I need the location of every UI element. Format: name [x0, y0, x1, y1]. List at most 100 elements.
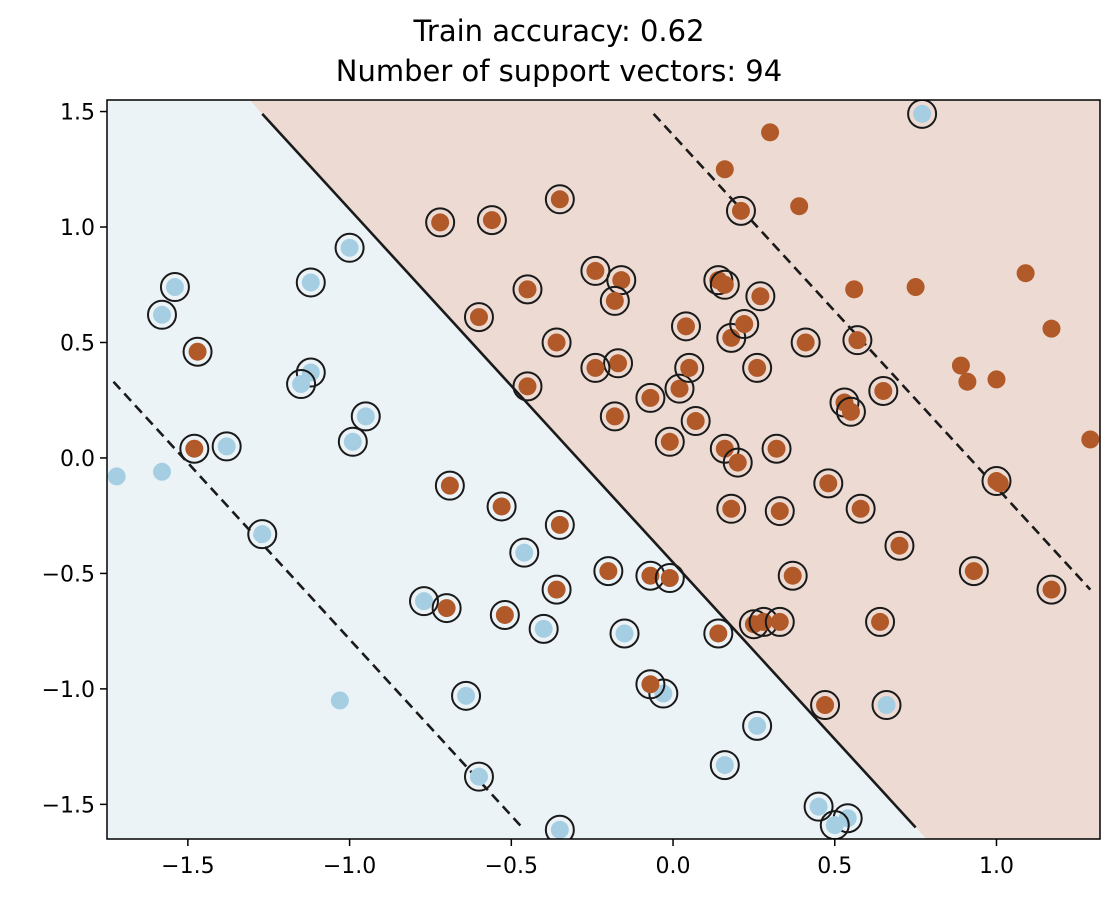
class-1-point [550, 515, 569, 534]
class-1-point [951, 356, 970, 375]
y-tick-label: −1.5 [42, 793, 95, 818]
class-1-point [770, 502, 789, 521]
x-tick-label: 0.5 [817, 854, 852, 879]
class-1-region [249, 100, 1100, 839]
x-tick-label: −0.5 [485, 854, 538, 879]
support-vector-ring [884, 530, 915, 561]
support-vector-ring [729, 309, 760, 340]
class-1-point [482, 211, 501, 230]
class-1-point [440, 476, 459, 495]
support-vector-ring [761, 433, 792, 464]
support-vector-ring [654, 563, 685, 594]
class-1-point [751, 287, 770, 306]
support-vector-ring [716, 493, 747, 524]
class-1-point [495, 605, 514, 624]
class-1-point [641, 675, 660, 694]
class-0-point [292, 375, 311, 394]
support-vector-ring [528, 613, 559, 644]
class-1-point [790, 197, 809, 216]
class-1-point [185, 439, 204, 458]
class-0-point [748, 716, 767, 735]
class-1-point [586, 358, 605, 377]
class-0-point [825, 816, 844, 835]
support-vector-ring [813, 468, 844, 499]
x-axis-ticks: −1.5 −1.0 −0.5 0.0 0.5 1.0 [161, 839, 1014, 879]
class-0-point [253, 525, 272, 544]
support-vector-ring [603, 348, 634, 379]
support-vector-ring [599, 401, 630, 432]
class-0-point [414, 592, 433, 611]
support-vector-ring [764, 496, 795, 527]
class-0-point [356, 407, 375, 426]
class-1-point [599, 562, 618, 581]
class-1-point [518, 377, 537, 396]
support-vector-ring [544, 814, 575, 839]
class-1-point [754, 612, 773, 631]
class-1-point [890, 536, 909, 555]
support-vector-ring [670, 311, 701, 342]
class-1-point [987, 370, 1006, 389]
class-1-point [709, 624, 728, 643]
class-1-point [906, 278, 925, 297]
support-vector-ring [463, 761, 494, 792]
support-vector-ring [334, 232, 365, 263]
y-tick-label: 0.5 [60, 331, 95, 356]
class-1-point [605, 291, 624, 310]
support-vector-ring [431, 593, 462, 624]
y-tick-label: 0.0 [60, 447, 95, 472]
class-0-point [107, 467, 126, 486]
support-vector-ring [654, 426, 685, 457]
support-vector-ring [764, 606, 795, 637]
class-1-point [871, 612, 890, 631]
x-tick-label: −1.0 [323, 854, 376, 879]
class-1-point [641, 566, 660, 585]
decision-regions [107, 100, 1100, 839]
chart-title: Train accuracy: 0.62 [413, 14, 705, 48]
support-vector-ring [211, 431, 242, 462]
class-1-point [550, 190, 569, 209]
class-1-point [848, 331, 867, 350]
class-1-point [841, 402, 860, 421]
class-1-point [796, 333, 815, 352]
class-1-point [680, 358, 699, 377]
class-1-point [964, 562, 983, 581]
support-vector-ring [159, 272, 190, 303]
support-vector-ring [907, 100, 938, 129]
class-1-point [816, 696, 835, 715]
class-1-point [641, 388, 660, 407]
class-1-point [547, 333, 566, 352]
support-vector-ring [179, 433, 210, 464]
support-vector-ring [580, 352, 611, 383]
class-1-point [845, 280, 864, 299]
class-1-point [987, 472, 1006, 491]
class-1-point [874, 381, 893, 400]
support-vector-ring [835, 396, 866, 427]
class-1-point [492, 497, 511, 516]
support-vector-ring [790, 327, 821, 358]
class-0-point [152, 462, 171, 481]
decision-boundary-line [261, 112, 917, 829]
class-0-point [715, 756, 734, 775]
support-vector-ring [541, 327, 572, 358]
support-vector-ring [810, 690, 841, 721]
support-vector-ring [509, 537, 540, 568]
class-0-point [877, 696, 896, 715]
margin-line-2 [652, 112, 1092, 591]
support-vector-ring [512, 371, 543, 402]
class-0-point [330, 691, 349, 710]
support-vector-ring [512, 274, 543, 305]
class-1-point [686, 412, 705, 431]
class-1-point [518, 280, 537, 299]
y-axis-ticks: −1.5 −1.0 −0.5 0.0 0.5 1.0 1.5 [42, 101, 107, 818]
support-vector-ring [680, 406, 711, 437]
support-vector-ring [425, 207, 456, 238]
y-tick-label: 1.5 [60, 101, 95, 126]
class-1-point [851, 499, 870, 518]
class-1-point [670, 379, 689, 398]
class-1-point [660, 569, 679, 588]
class-1-point [770, 612, 789, 631]
support-vector-ring [451, 680, 482, 711]
support-vector-ring [981, 466, 1012, 497]
support-vector-ring [544, 184, 575, 215]
class-0-point [343, 432, 362, 451]
